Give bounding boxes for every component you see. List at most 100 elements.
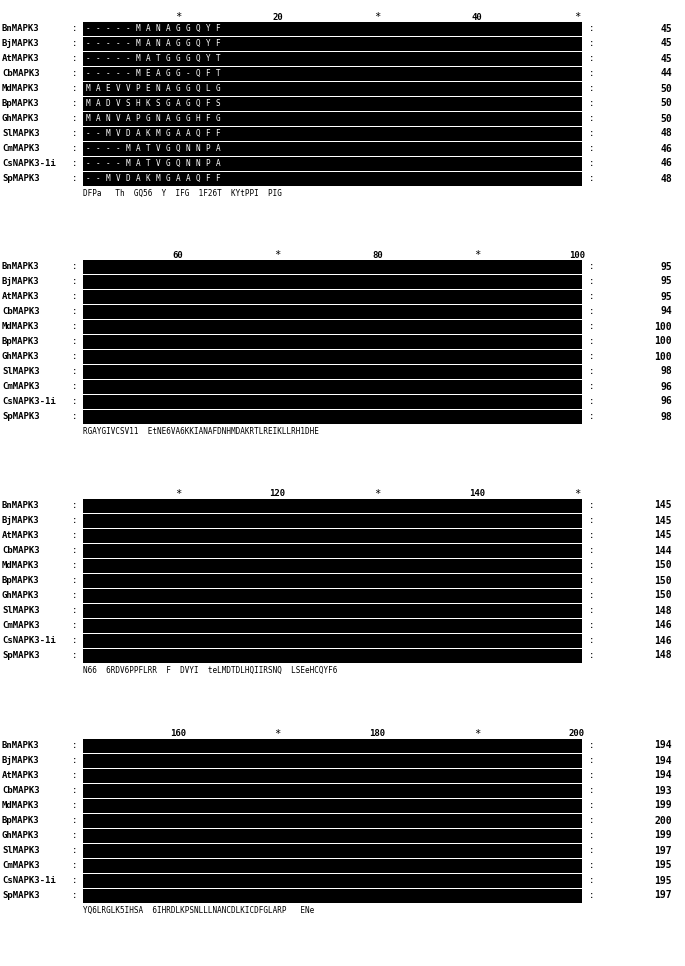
Bar bbox=[83, 889, 582, 902]
Text: 197: 197 bbox=[654, 891, 672, 900]
Text: N: N bbox=[186, 144, 190, 153]
Text: G: G bbox=[215, 84, 220, 93]
Text: CmMAPK3: CmMAPK3 bbox=[2, 621, 40, 630]
Text: :: : bbox=[72, 54, 77, 63]
Text: :: : bbox=[72, 816, 77, 825]
Bar bbox=[83, 156, 582, 171]
Text: A: A bbox=[125, 114, 130, 123]
Text: :: : bbox=[72, 576, 77, 585]
Text: 100: 100 bbox=[654, 322, 672, 331]
Text: :: : bbox=[72, 831, 77, 840]
Text: MdMAPK3: MdMAPK3 bbox=[2, 561, 40, 570]
Text: :: : bbox=[72, 651, 77, 660]
Text: *: * bbox=[275, 250, 281, 260]
Text: GhMAPK3: GhMAPK3 bbox=[2, 352, 40, 361]
Text: M: M bbox=[86, 99, 90, 108]
Text: -: - bbox=[105, 144, 110, 153]
Text: Y: Y bbox=[206, 54, 210, 63]
Text: 95: 95 bbox=[660, 276, 672, 287]
Text: :: : bbox=[72, 516, 77, 525]
Bar bbox=[83, 558, 582, 573]
Text: Y: Y bbox=[206, 24, 210, 33]
Text: :: : bbox=[589, 69, 595, 78]
Text: Q: Q bbox=[195, 129, 200, 138]
Text: AtMAPK3: AtMAPK3 bbox=[2, 54, 40, 63]
Text: 48: 48 bbox=[660, 174, 672, 184]
Text: :: : bbox=[589, 84, 595, 93]
Text: A: A bbox=[166, 39, 170, 48]
Bar bbox=[83, 574, 582, 587]
Text: BpMAPK3: BpMAPK3 bbox=[2, 99, 40, 108]
Text: CsNAPK3-1i: CsNAPK3-1i bbox=[2, 159, 55, 168]
Text: G: G bbox=[175, 69, 180, 78]
Text: :: : bbox=[72, 99, 77, 108]
Text: V: V bbox=[155, 144, 160, 153]
Text: N: N bbox=[195, 159, 200, 168]
Text: CmMAPK3: CmMAPK3 bbox=[2, 144, 40, 153]
Bar bbox=[83, 799, 582, 812]
Text: -: - bbox=[125, 39, 130, 48]
Text: :: : bbox=[589, 307, 595, 316]
Text: E: E bbox=[145, 69, 150, 78]
Text: P: P bbox=[206, 144, 210, 153]
Text: F: F bbox=[206, 99, 210, 108]
Text: A: A bbox=[136, 144, 140, 153]
Text: F: F bbox=[215, 174, 220, 183]
Text: P: P bbox=[136, 84, 140, 93]
Text: :: : bbox=[589, 636, 595, 645]
Text: 80: 80 bbox=[372, 250, 383, 260]
Text: 50: 50 bbox=[660, 113, 672, 124]
Text: :: : bbox=[589, 501, 595, 510]
Bar bbox=[83, 290, 582, 303]
Bar bbox=[83, 111, 582, 126]
Text: :: : bbox=[72, 756, 77, 765]
Text: 96: 96 bbox=[660, 396, 672, 407]
Text: 197: 197 bbox=[654, 845, 672, 856]
Text: :: : bbox=[72, 861, 77, 870]
Text: N: N bbox=[155, 84, 160, 93]
Text: G: G bbox=[186, 54, 190, 63]
Text: G: G bbox=[186, 84, 190, 93]
Text: 98: 98 bbox=[660, 412, 672, 421]
Bar bbox=[83, 394, 582, 409]
Text: :: : bbox=[589, 861, 595, 870]
Text: A: A bbox=[166, 24, 170, 33]
Text: :: : bbox=[72, 606, 77, 615]
Text: E: E bbox=[145, 84, 150, 93]
Text: G: G bbox=[175, 39, 180, 48]
Text: F: F bbox=[215, 39, 220, 48]
Text: *: * bbox=[474, 729, 480, 739]
Text: :: : bbox=[72, 397, 77, 406]
Text: 150: 150 bbox=[654, 576, 672, 585]
Text: :: : bbox=[589, 99, 595, 108]
Text: M: M bbox=[136, 24, 140, 33]
Text: 145: 145 bbox=[654, 516, 672, 526]
Text: 200: 200 bbox=[569, 729, 585, 738]
Text: :: : bbox=[589, 39, 595, 48]
Text: :: : bbox=[72, 412, 77, 421]
Text: 144: 144 bbox=[654, 546, 672, 555]
Text: :: : bbox=[589, 337, 595, 346]
Text: -: - bbox=[86, 24, 90, 33]
Text: F: F bbox=[206, 114, 210, 123]
Text: :: : bbox=[72, 591, 77, 600]
Text: :: : bbox=[72, 129, 77, 138]
Text: :: : bbox=[589, 322, 595, 331]
Text: BpMAPK3: BpMAPK3 bbox=[2, 576, 40, 585]
Text: -: - bbox=[86, 159, 90, 168]
Text: 120: 120 bbox=[269, 490, 286, 498]
Text: GhMAPK3: GhMAPK3 bbox=[2, 114, 40, 123]
Text: :: : bbox=[72, 337, 77, 346]
Text: N: N bbox=[155, 39, 160, 48]
Text: A: A bbox=[96, 114, 100, 123]
Text: M: M bbox=[136, 39, 140, 48]
Text: :: : bbox=[72, 159, 77, 168]
Text: :: : bbox=[589, 876, 595, 885]
Text: CbMAPK3: CbMAPK3 bbox=[2, 546, 40, 555]
Text: CbMAPK3: CbMAPK3 bbox=[2, 69, 40, 78]
Text: :: : bbox=[72, 277, 77, 286]
Text: 195: 195 bbox=[654, 875, 672, 886]
Text: :: : bbox=[72, 846, 77, 855]
Text: 148: 148 bbox=[654, 650, 672, 661]
Text: :: : bbox=[72, 307, 77, 316]
